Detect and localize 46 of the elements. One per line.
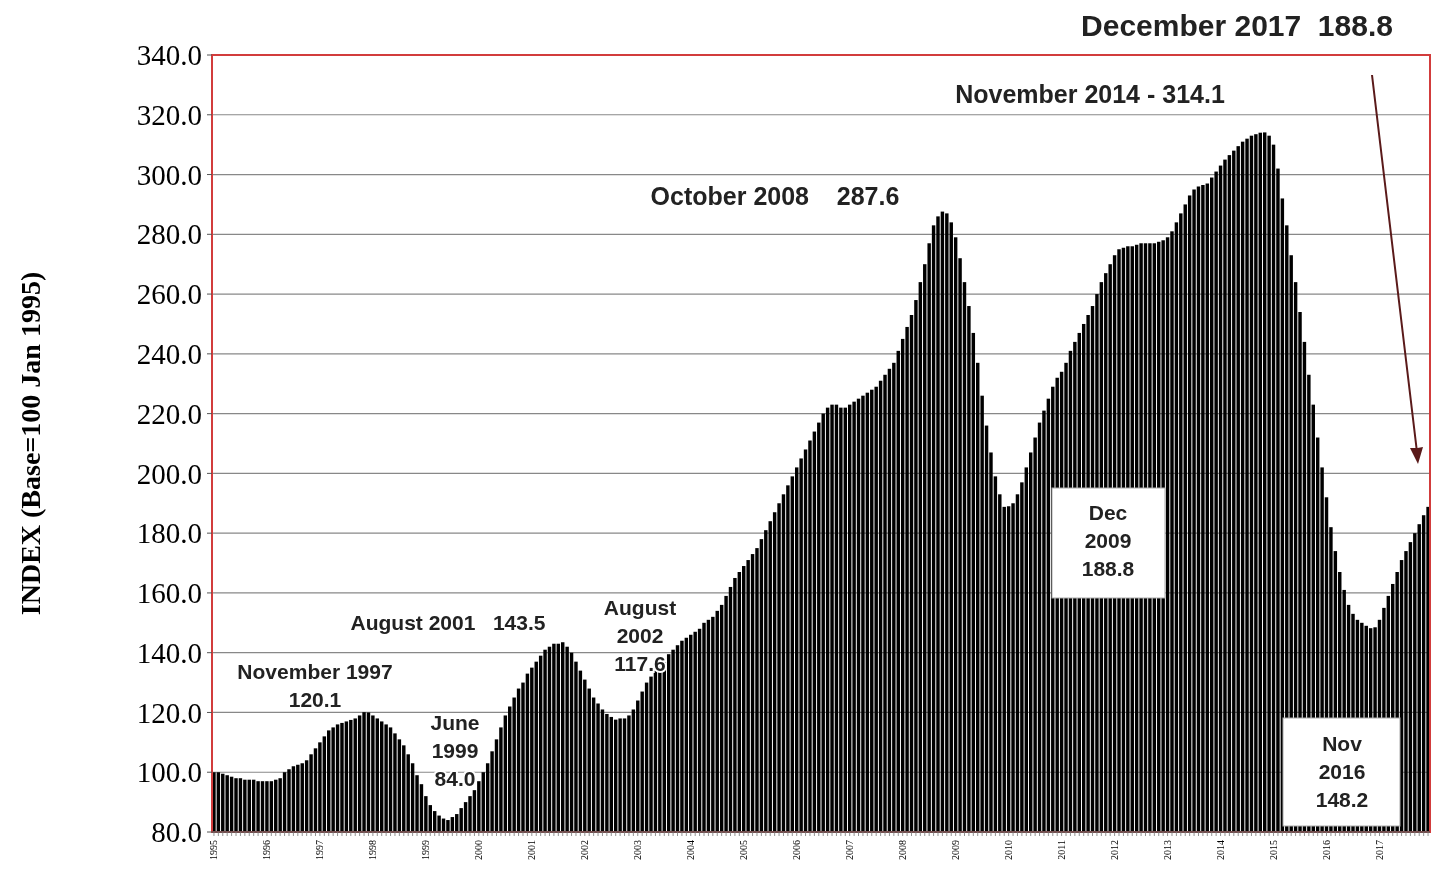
x-tick-label: 2017	[1373, 840, 1385, 860]
x-tick-label: 1999	[420, 840, 432, 860]
y-axis-title: INDEX (Base=100 Jan 1995)	[15, 271, 46, 616]
y-tick-label: 340.0	[136, 39, 202, 72]
annotation: June 1999 84.0	[430, 711, 480, 791]
x-tick-label: 1998	[367, 840, 379, 860]
x-tick-label: 2006	[791, 840, 803, 860]
y-tick-label: 260.0	[136, 278, 202, 311]
x-tick-label: 2007	[844, 840, 856, 860]
annotation: November 2014 - 314.1	[955, 79, 1225, 108]
x-tick-label: 2013	[1162, 840, 1174, 860]
y-tick-label: 160.0	[136, 577, 202, 610]
x-tick-label: 2001	[526, 840, 538, 860]
y-tick-label: 220.0	[136, 397, 202, 430]
annotation: Dec 2009 188.8	[1081, 501, 1135, 581]
y-tick-label: 240.0	[136, 338, 202, 370]
x-tick-label: 1995	[208, 840, 220, 860]
x-tick-label: 2011	[1056, 840, 1068, 860]
y-tick-label: 120.0	[136, 696, 202, 729]
text: December 2017 188.8	[1081, 8, 1393, 42]
x-tick-label: 1997	[314, 840, 326, 860]
y-tick-label: 180.0	[136, 517, 202, 550]
annotation: Nov 2016 148.2	[1315, 732, 1369, 812]
y-tick-label: 140.0	[136, 636, 202, 669]
x-tick-label: 2016	[1321, 840, 1333, 860]
x-tick-label: 2008	[897, 840, 909, 860]
y-tick-label: 80.0	[151, 816, 202, 849]
x-tick-label: 2002	[579, 840, 591, 860]
x-tick-label: 2010	[1003, 840, 1015, 860]
y-tick-label: 320.0	[136, 98, 202, 131]
x-tick-label: 1996	[261, 840, 273, 860]
x-tick-label: 2009	[950, 840, 962, 860]
x-tick-label: 2003	[632, 840, 644, 860]
x-tick-label: 2005	[738, 840, 750, 860]
x-tick-label: 2000	[473, 840, 485, 860]
annotation: November 1997 120.1	[237, 660, 393, 712]
annotation: August 2001 143.5	[350, 611, 546, 635]
x-tick-label: 2004	[685, 840, 697, 860]
annotation: October 2008 287.6	[650, 181, 900, 210]
x-tick-label: 2015	[1268, 840, 1280, 860]
x-tick-label: 2014	[1215, 840, 1227, 860]
x-tick-label: 2012	[1109, 840, 1121, 860]
y-tick-label: 100.0	[136, 756, 202, 789]
y-tick-label: 300.0	[136, 158, 202, 191]
y-tick-label: 280.0	[136, 218, 202, 251]
y-tick-label: 200.0	[136, 457, 202, 490]
